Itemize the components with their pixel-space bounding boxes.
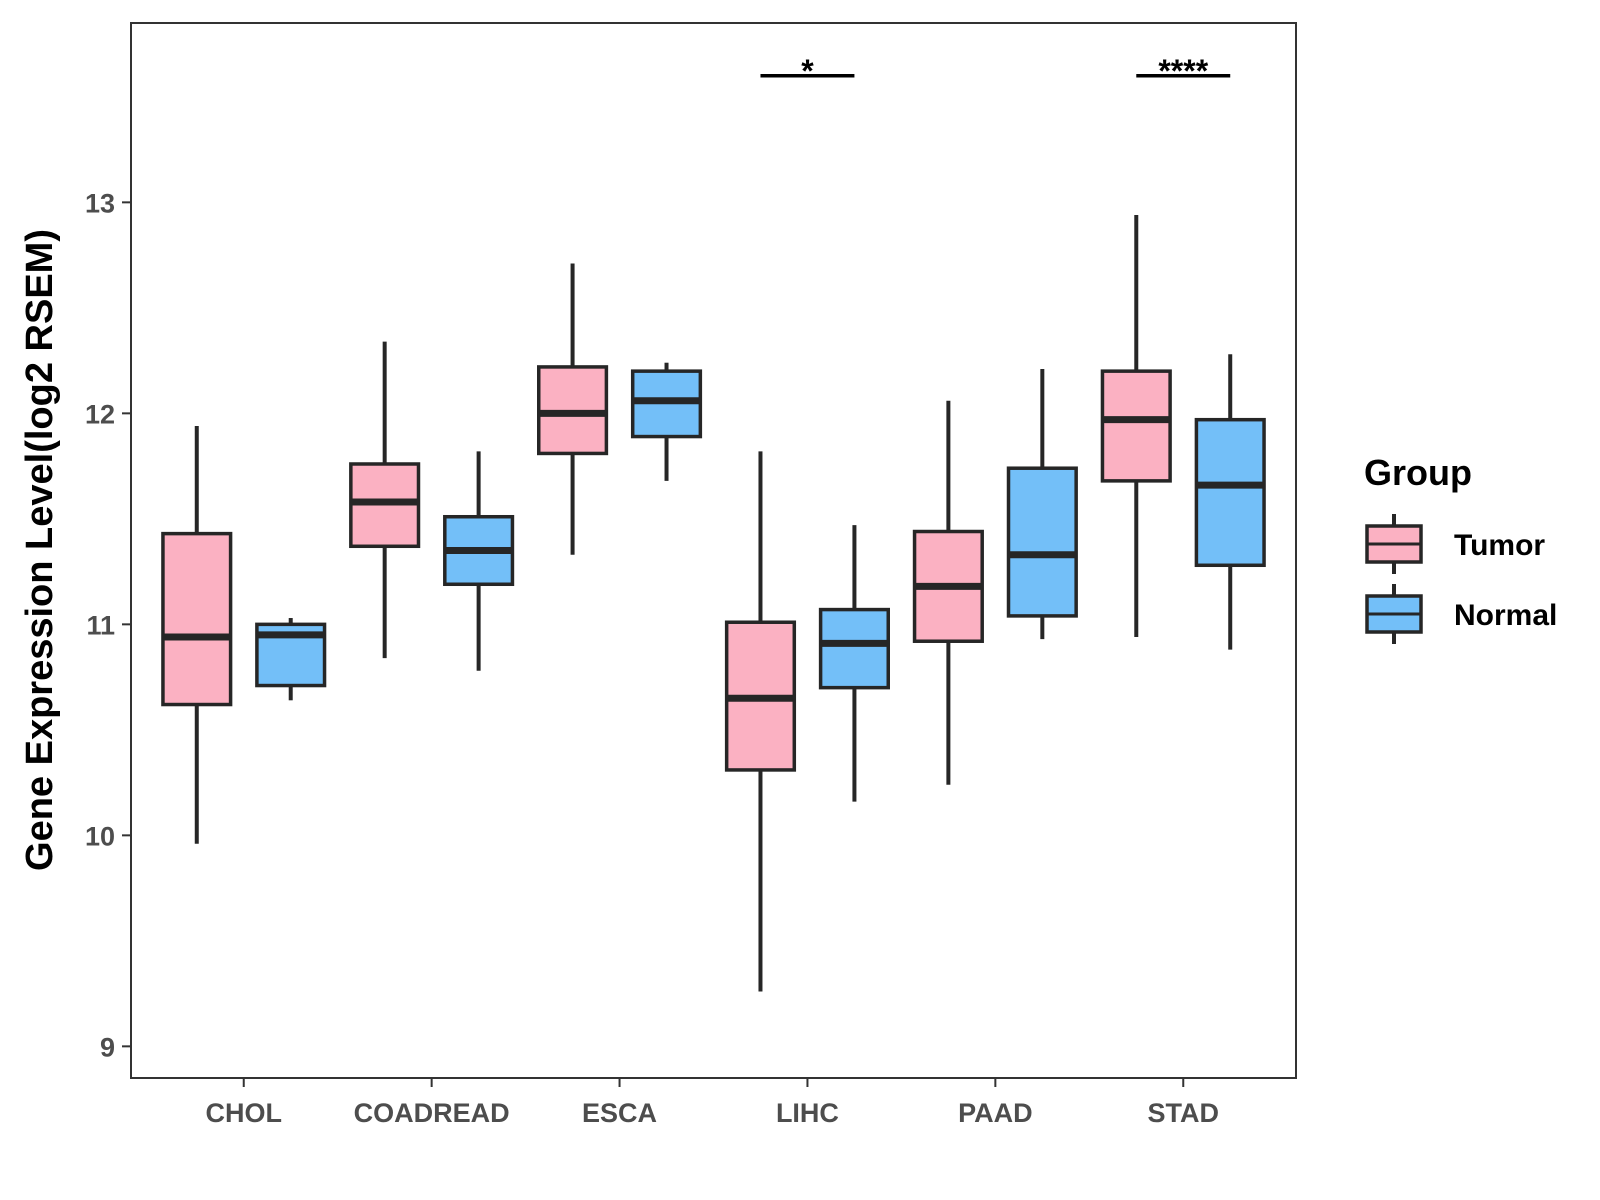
significance-layer: * **** bbox=[760, 53, 1231, 89]
significance-lihc: * bbox=[760, 53, 855, 89]
y-tick-label-13: 13 bbox=[85, 188, 115, 218]
boxes-layer bbox=[161, 215, 1266, 992]
box-esca-normal bbox=[630, 362, 703, 481]
box-body-lihc-normal bbox=[818, 607, 891, 690]
legend-item-normal: Normal bbox=[1365, 584, 1557, 644]
y-axis: 9 10 11 12 13 bbox=[85, 188, 131, 1062]
box-lihc-normal bbox=[818, 525, 891, 802]
box-esca-tumor bbox=[537, 263, 609, 555]
box-lihc-tumor bbox=[724, 451, 797, 992]
box-body-stad-tumor bbox=[1100, 369, 1172, 483]
box-chol-normal bbox=[255, 618, 327, 701]
legend-label-normal: Normal bbox=[1454, 599, 1557, 632]
box-coadread-normal bbox=[443, 451, 515, 671]
legend-label-tumor: Tumor bbox=[1454, 529, 1545, 562]
legend-title: Group bbox=[1364, 452, 1472, 493]
box-stad-tumor bbox=[1100, 215, 1172, 638]
box-chol-tumor bbox=[161, 426, 233, 844]
y-tick-label-12: 12 bbox=[85, 399, 115, 429]
x-axis: CHOL COADREAD ESCA LIHC PAAD STAD bbox=[205, 1078, 1219, 1128]
box-body-chol-tumor bbox=[161, 531, 233, 707]
x-tick-label-esca: ESCA bbox=[582, 1098, 657, 1128]
box-paad-tumor bbox=[912, 400, 984, 785]
x-tick-label-lihc: LIHC bbox=[776, 1098, 839, 1128]
plot-panel bbox=[130, 22, 1297, 1079]
legend-item-tumor: Tumor bbox=[1365, 514, 1545, 574]
significance-label-stad: **** bbox=[1158, 53, 1208, 89]
x-tick-label-stad: STAD bbox=[1148, 1098, 1220, 1128]
box-body-stad-normal bbox=[1194, 417, 1266, 568]
y-tick-label-10: 10 bbox=[85, 821, 115, 851]
box-stad-normal bbox=[1194, 354, 1266, 650]
y-tick-label-11: 11 bbox=[86, 610, 115, 640]
significance-stad: **** bbox=[1136, 53, 1231, 89]
y-axis-title: Gene Expression Level(log2 RSEM) bbox=[19, 229, 61, 871]
box-body-paad-normal bbox=[1006, 466, 1078, 618]
x-tick-label-coadread: COADREAD bbox=[354, 1098, 510, 1128]
box-coadread-tumor bbox=[349, 341, 421, 659]
legend: Group Tumor Normal bbox=[1364, 452, 1557, 644]
x-tick-label-chol: CHOL bbox=[205, 1098, 282, 1128]
significance-label-lihc: * bbox=[801, 53, 814, 89]
x-tick-label-paad: PAAD bbox=[958, 1098, 1033, 1128]
y-tick-label-9: 9 bbox=[100, 1032, 115, 1062]
box-paad-normal bbox=[1006, 369, 1078, 640]
